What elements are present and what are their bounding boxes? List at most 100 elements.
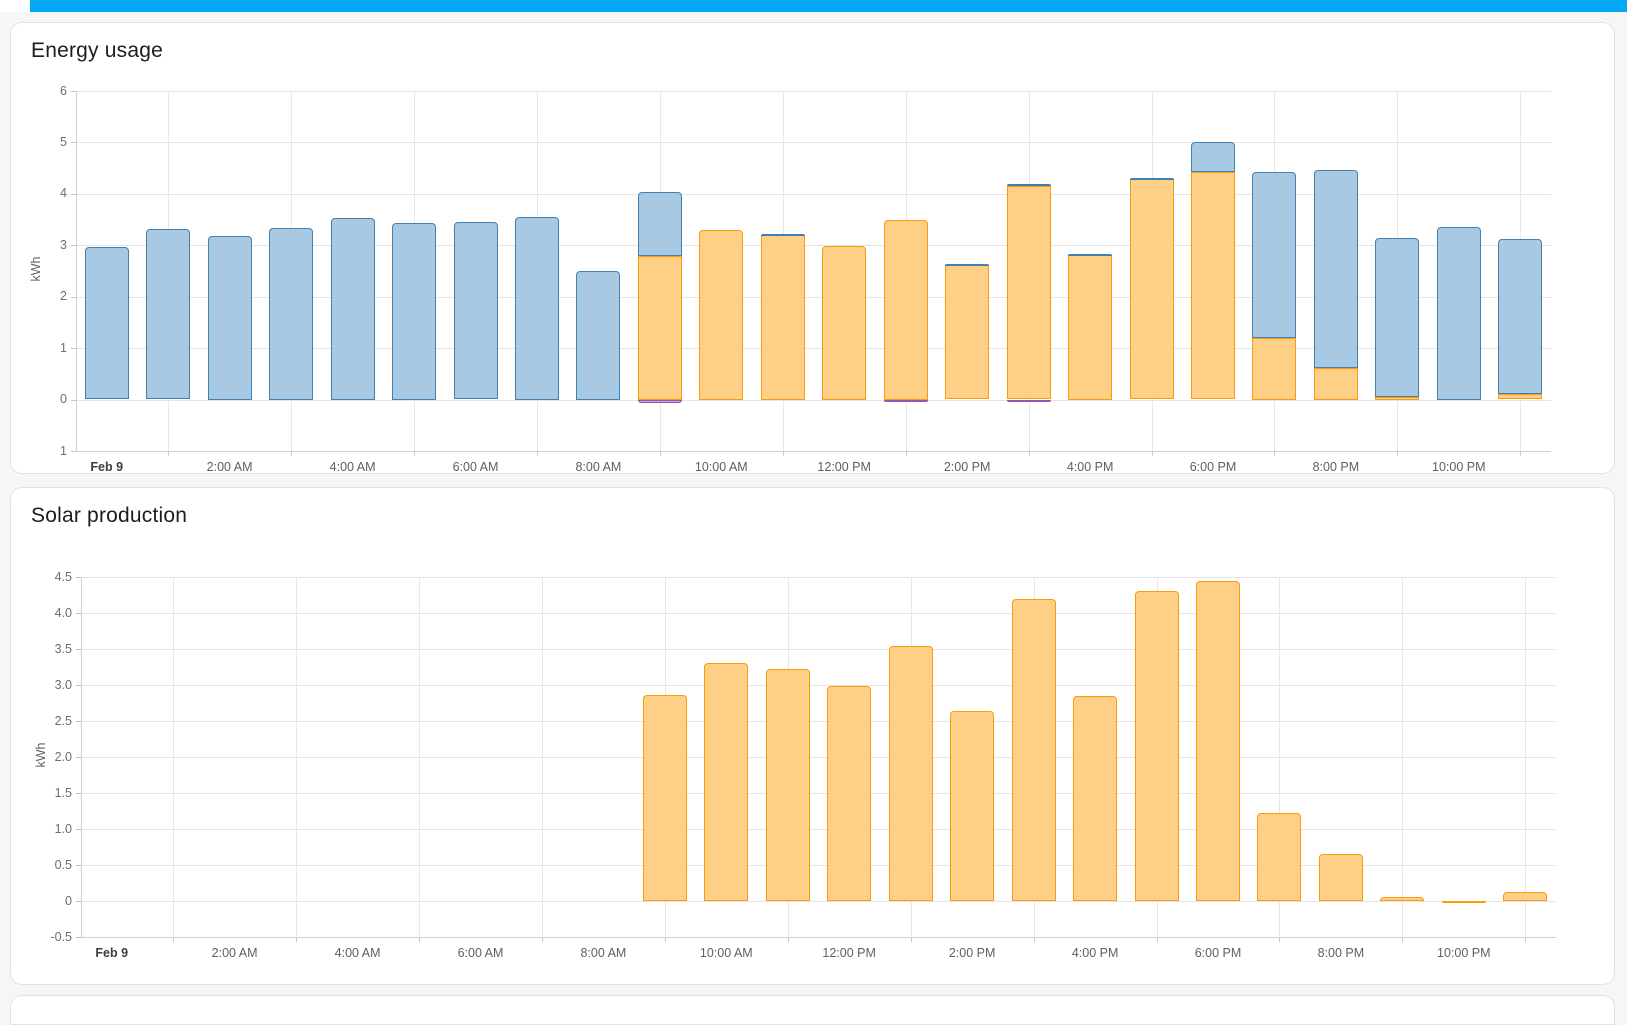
solar-production-chart[interactable]: 4.5 4.0 3.5 3.0 2.5 2.0 1.5 1.0 0.5 0 -0.5 Feb 9 2:0… — [34, 570, 1556, 960]
bar-5pm-solar-consumption[interactable] — [1129, 178, 1174, 400]
bar-3am-grid-consumption[interactable] — [269, 227, 314, 400]
bar-10am-solar-consumption[interactable] — [699, 230, 744, 400]
y-tick-label: 4 — [60, 186, 67, 201]
x-tick-label: 2:00 AM — [206, 460, 253, 474]
bar-9pm-solar-production[interactable] — [1380, 896, 1425, 901]
bar-1pm-return-to-grid[interactable] — [883, 399, 928, 402]
x-tick-label: 12:00 PM — [822, 946, 876, 960]
y-tick-label: 6 — [60, 83, 67, 98]
bar-6pm-solar-consumption[interactable] — [1191, 171, 1235, 400]
bar-2pm-grid-consumption[interactable] — [945, 263, 990, 266]
bar-8pm-grid-consumption[interactable] — [1313, 169, 1358, 369]
bar-11pm-solar-consumption[interactable] — [1498, 394, 1543, 400]
bar-2pm-solar-consumption[interactable] — [945, 264, 990, 400]
bar-4am-grid-consumption[interactable] — [330, 218, 375, 400]
bar-7pm-solar-consumption[interactable] — [1252, 338, 1297, 400]
x-axis-tick — [173, 937, 175, 942]
x-tick-label: 2:00 PM — [943, 460, 991, 474]
x-tick-label: 10:00 PM — [1432, 460, 1486, 474]
bar-3pm-solar-production[interactable] — [1011, 599, 1056, 901]
bar-7am-grid-consumption[interactable] — [514, 216, 559, 400]
y-axis-tick — [71, 399, 76, 401]
bar-1pm-solar-production[interactable] — [888, 646, 933, 901]
y-axis-tick — [71, 142, 76, 144]
bar-10am-solar-production[interactable] — [704, 663, 749, 901]
x-tick-label: 10:00 PM — [1437, 946, 1491, 960]
bar-9am-return-to-grid[interactable] — [637, 399, 682, 404]
y-axis-tick — [76, 613, 81, 614]
x-axis-tick — [1279, 937, 1281, 942]
y-tick-label: 5 — [60, 134, 67, 149]
x-tick-label: Feb 9 — [90, 460, 124, 474]
bar-5am-grid-consumption[interactable] — [392, 223, 436, 400]
bar-7pm-solar-production[interactable] — [1257, 813, 1302, 901]
bar-11pm-solar-production[interactable] — [1503, 892, 1548, 901]
x-tick-label: 2:00 AM — [211, 946, 258, 960]
y-tick-label: 1 — [60, 340, 67, 355]
bar-8pm-solar-consumption[interactable] — [1313, 368, 1358, 400]
bar-2am-grid-consumption[interactable] — [207, 235, 252, 400]
bar-6pm-solar-production[interactable] — [1196, 580, 1240, 901]
x-axis-tick — [168, 451, 170, 456]
bar-4pm-solar-consumption[interactable] — [1068, 255, 1113, 400]
bar-5pm-solar-production[interactable] — [1134, 590, 1179, 901]
bar-9am-grid-consumption[interactable] — [637, 192, 682, 257]
y-axis-tick — [76, 865, 81, 866]
x-tick-label: 8:00 AM — [580, 946, 627, 960]
bar-4pm-grid-consumption[interactable] — [1068, 253, 1113, 256]
bar-10pm-grid-consumption[interactable] — [1436, 227, 1481, 400]
bar-6am-grid-consumption[interactable] — [453, 221, 498, 400]
y-axis-line — [76, 91, 77, 451]
bar-12pm-solar-consumption[interactable] — [822, 246, 867, 400]
y-axis-tick — [76, 649, 81, 650]
x-tick-label: 8:00 AM — [575, 460, 622, 474]
gridline-horizontal — [76, 296, 1551, 298]
y-axis-line — [81, 577, 82, 937]
bar-1pm-solar-consumption[interactable] — [883, 219, 928, 400]
x-axis-tick — [291, 451, 293, 456]
bar-3pm-return-to-grid[interactable] — [1006, 399, 1051, 403]
bar-8am-grid-consumption[interactable] — [576, 270, 621, 400]
bar-1am-grid-consumption[interactable] — [146, 228, 191, 400]
y-tick-label: 1.5 — [54, 785, 72, 800]
x-tick-label: 6:00 AM — [457, 946, 504, 960]
gridline-horizontal — [76, 193, 1551, 195]
bar-12am-grid-consumption[interactable] — [84, 246, 129, 400]
x-tick-label: 10:00 AM — [699, 946, 753, 960]
y-tick-label: 0 — [60, 392, 67, 407]
y-axis-tick — [76, 577, 81, 578]
bar-7pm-grid-consumption[interactable] — [1252, 172, 1297, 339]
solar-production-title: Solar production — [31, 504, 188, 527]
bar-9pm-grid-consumption[interactable] — [1375, 238, 1420, 397]
bar-3pm-grid-consumption[interactable] — [1006, 183, 1051, 186]
x-tick-label: 6:00 AM — [452, 460, 499, 474]
energy-usage-card: Energy usage 6 5 4 3 2 1 0 1 Feb 9 2:00 AM 4:00 AM… — [10, 22, 1615, 474]
y-tick-label: 3.0 — [54, 677, 72, 692]
bar-3pm-solar-consumption[interactable] — [1006, 185, 1051, 400]
bar-10pm-solar-production[interactable] — [1441, 901, 1486, 903]
bar-11am-grid-consumption[interactable] — [760, 233, 805, 236]
bar-11am-solar-consumption[interactable] — [760, 234, 805, 400]
bar-4pm-solar-production[interactable] — [1073, 695, 1118, 901]
gridline-horizontal — [76, 451, 1551, 452]
gridline-horizontal — [81, 865, 1556, 866]
gridline-horizontal — [81, 721, 1556, 722]
bar-8pm-solar-production[interactable] — [1318, 854, 1363, 901]
bar-12pm-solar-production[interactable] — [827, 685, 872, 901]
bar-9am-solar-production[interactable] — [642, 695, 687, 901]
x-axis-tick — [1274, 451, 1276, 456]
bar-2pm-solar-production[interactable] — [950, 710, 995, 901]
x-tick-label: 8:00 PM — [1317, 946, 1365, 960]
gridline-horizontal — [81, 613, 1556, 614]
bar-11pm-grid-consumption[interactable] — [1498, 238, 1543, 395]
bar-6pm-grid-consumption[interactable] — [1191, 142, 1235, 172]
bar-9pm-solar-consumption[interactable] — [1375, 397, 1420, 400]
gridline-horizontal — [76, 142, 1551, 144]
bar-11am-solar-production[interactable] — [765, 669, 810, 901]
y-tick-label: 2 — [60, 289, 67, 304]
energy-usage-chart[interactable]: 6 5 4 3 2 1 0 1 Feb 9 2:00 AM 4:00 AM 6:00 AM 8:00 A… — [29, 84, 1551, 474]
bar-5pm-grid-consumption[interactable] — [1129, 178, 1174, 181]
bar-9am-solar-consumption[interactable] — [637, 256, 682, 400]
y-axis-tick — [76, 721, 81, 722]
y-tick-label: 4.0 — [54, 605, 72, 620]
